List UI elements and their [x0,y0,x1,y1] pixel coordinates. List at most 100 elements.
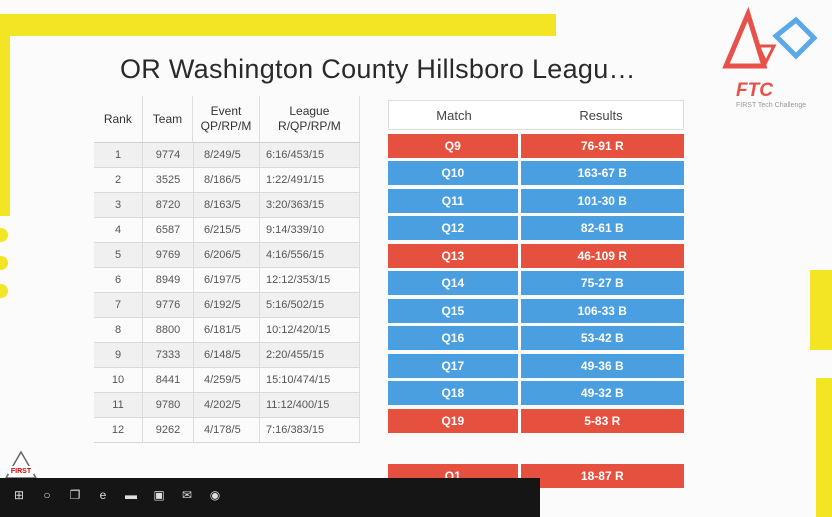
match-result: 75-27 B [520,271,684,295]
chrome-icon[interactable]: ◉ [209,488,221,502]
cell-event: 6/215/5 [194,218,260,242]
header-results: Results [579,107,623,123]
cell-team: 8800 [143,318,194,342]
cell-league: 9:14/339/10 [260,218,360,242]
match-result: 106-33 B [520,298,684,323]
cell-team: 3525 [143,168,194,192]
cell-league: 6:16/453/15 [260,143,360,167]
match-row: Q12 82-61 B [388,216,684,240]
cell-event: 6/206/5 [194,243,260,267]
cell-rank: 5 [94,243,143,267]
match-result: 82-61 B [520,216,684,240]
match-row: Q17 49-36 B [388,353,684,378]
table-row: 8 8800 6/181/5 10:12/420/15 [94,318,360,343]
cell-team: 9769 [143,243,194,267]
header-league: League R/QP/RP/M [260,96,361,142]
cell-team: 9780 [143,393,194,417]
table-row: 7 9776 6/192/5 5:16/502/15 [94,293,360,318]
cell-league: 7:16/383/15 [260,418,360,442]
edge-icon[interactable]: e [99,488,107,502]
match-result: 76-91 R [520,133,684,158]
table-row: 2 3525 8/186/5 1:22/491/15 [94,168,360,193]
cell-league: 10:12/420/15 [260,318,360,342]
yellow-dot [0,256,8,270]
match-row: Q14 75-27 B [388,271,684,295]
match-result: 163-67 B [520,161,684,185]
svg-text:FIRST: FIRST [11,468,32,475]
match-id: Q13 [388,243,518,268]
cell-rank: 1 [94,143,143,167]
cell-rank: 9 [94,343,143,367]
folder-icon[interactable]: ▬ [125,488,137,502]
table-row: 11 9780 4/202/5 11:12/400/15 [94,393,360,418]
cell-event: 6/148/5 [194,343,260,367]
match-id: Q12 [388,216,518,240]
match-id: Q18 [388,381,518,405]
yellow-stripe-left [0,36,10,216]
cell-league: 15:10/474/15 [260,368,360,392]
taskbar [0,478,540,517]
match-result: 49-32 B [520,381,684,405]
cell-rank: 8 [94,318,143,342]
windows-icon[interactable]: ⊞ [13,488,25,502]
cell-rank: 10 [94,368,143,392]
cell-league: 4:16/556/15 [260,243,360,267]
mail-icon[interactable]: ✉ [181,488,193,502]
match-results-table: Match Results Q9 76-91 R Q10 163-67 B Q11 101… [388,100,684,488]
table-row: 12 9262 4/178/5 7:16/383/15 [94,418,360,443]
task-view-icon[interactable]: ❐ [69,488,81,502]
ftc-logo-text: FTC [736,80,773,101]
match-id: Q11 [388,188,518,213]
cell-rank: 6 [94,268,143,292]
cell-rank: 11 [94,393,143,417]
match-result: 5-83 R [520,408,684,433]
cell-league: 12:12/353/15 [260,268,360,292]
table-row: 9 7333 6/148/5 2:20/455/15 [94,343,360,368]
cell-event: 8/186/5 [194,168,260,192]
cell-rank: 7 [94,293,143,317]
match-result: 53-42 B [520,326,684,350]
cell-event: 6/192/5 [194,293,260,317]
match-row: Q10 163-67 B [388,161,684,185]
cell-team: 9774 [143,143,194,167]
cell-event: 8/163/5 [194,193,260,217]
table-row: 10 8441 4/259/5 15:10/474/15 [94,368,360,393]
cell-team: 9776 [143,293,194,317]
match-gap [388,433,684,461]
match-result: 18-87 R [520,464,684,488]
search-icon[interactable]: ○ [43,488,51,502]
cell-rank: 12 [94,418,143,442]
match-row: Q11 101-30 B [388,188,684,213]
header-event: Event QP/RP/M [193,96,260,142]
ftc-logo-subtitle: FIRST Tech Challenge [736,102,807,109]
ftc-logo-icon [722,6,818,69]
table-row: 5 9769 6/206/5 4:16/556/15 [94,243,360,268]
cell-event: 6/197/5 [194,268,260,292]
match-id: Q14 [388,271,518,295]
yellow-stripe-right-lower [816,378,832,517]
match-body: Q9 76-91 R Q10 163-67 B Q11 101-30 B Q12 82-61 … [388,133,684,433]
cell-team: 8441 [143,368,194,392]
cell-rank: 3 [94,193,143,217]
table-row: 4 6587 6/215/5 9:14/339/10 [94,218,360,243]
cell-team: 9262 [143,418,194,442]
rankings-body: 1 9774 8/249/5 6:16/453/15 2 3525 8/186/5 1:22/… [94,143,360,443]
cell-team: 7333 [143,343,194,367]
match-row: Q16 53-42 B [388,326,684,350]
match-id: Q19 [388,408,518,433]
store-icon[interactable]: ▣ [153,488,165,502]
table-row: 1 9774 8/249/5 6:16/453/15 [94,143,360,168]
header-match: Match [436,107,472,123]
cell-event: 4/178/5 [194,418,260,442]
match-id: Q16 [388,326,518,350]
match-id: Q15 [388,298,518,323]
cell-event: 6/181/5 [194,318,260,342]
cell-rank: 4 [94,218,143,242]
match-row: Q9 76-91 R [388,133,684,158]
yellow-dot [0,284,8,298]
cell-team: 8949 [143,268,194,292]
match-result: 46-109 R [520,243,684,268]
table-row: 6 8949 6/197/5 12:12/353/15 [94,268,360,293]
page-title: OR Washington County Hillsboro Leagu… [120,54,636,84]
